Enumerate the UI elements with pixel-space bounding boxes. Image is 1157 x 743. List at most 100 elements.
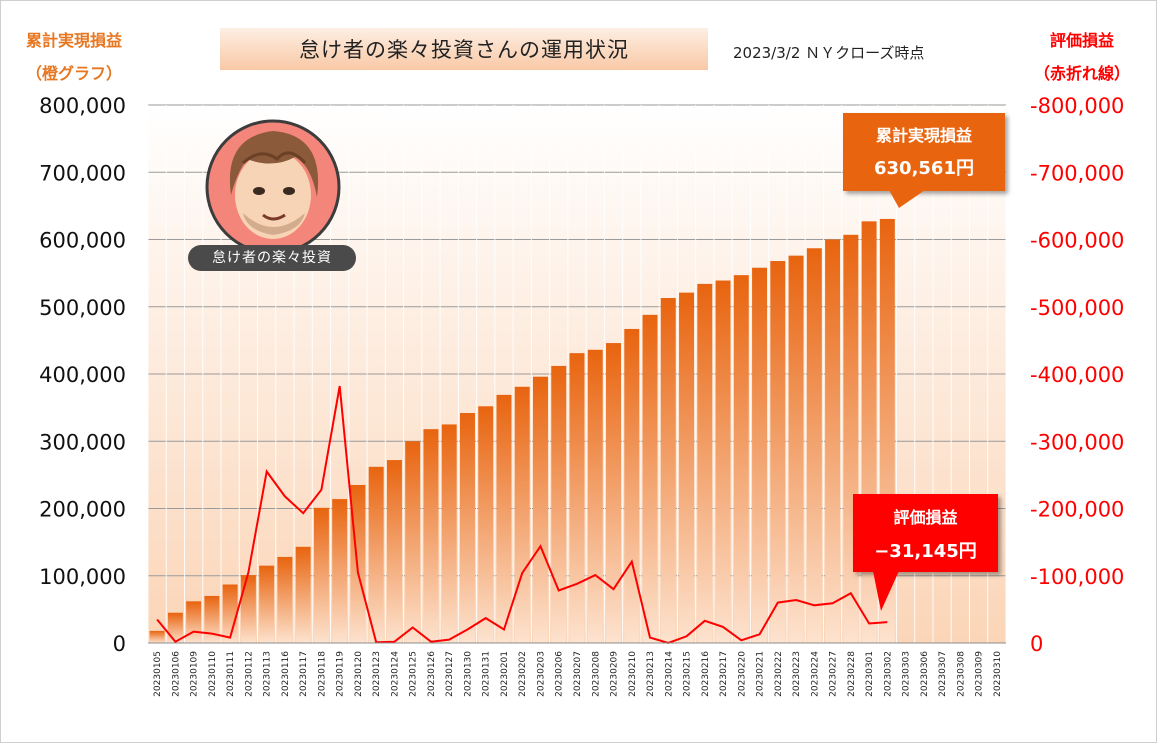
bar <box>679 292 695 643</box>
category-label: 20230106 <box>171 651 181 697</box>
unrealized-callout-value: −31,145円 <box>874 541 977 562</box>
bar <box>697 283 713 643</box>
category-label: 20230310 <box>993 651 1003 697</box>
left-tick-label: 400,000 <box>39 363 126 387</box>
bar <box>149 630 165 643</box>
category-label: 20230216 <box>701 651 711 697</box>
category-label: 20230224 <box>810 651 820 697</box>
realized-callout: 累計実現損益 630,561円 <box>843 113 1005 208</box>
bar <box>514 386 530 643</box>
right-tick-label: -700,000 <box>1030 161 1124 185</box>
left-tick-label: 800,000 <box>39 94 126 118</box>
right-tick-label: -200,000 <box>1030 498 1124 522</box>
bar <box>222 584 238 643</box>
category-label: 20230210 <box>628 651 638 697</box>
category-label: 20230303 <box>902 651 912 697</box>
category-label: 20230118 <box>317 651 327 697</box>
bar <box>825 239 841 643</box>
right-tick-label: -400,000 <box>1030 363 1124 387</box>
category-label: 20230117 <box>299 651 309 697</box>
right-tick-label: -600,000 <box>1030 229 1124 253</box>
right-axis-title-line2: （赤折れ線） <box>1033 64 1130 83</box>
left-axis-title: 累計実現損益 （橙グラフ） <box>4 24 144 90</box>
right-tick-label: -300,000 <box>1030 430 1124 454</box>
category-label: 20230213 <box>646 651 656 697</box>
category-label: 20230309 <box>975 651 985 697</box>
category-label: 20230307 <box>938 651 948 697</box>
category-label: 20230125 <box>409 651 419 697</box>
bar <box>496 394 512 643</box>
unrealized-callout-tail <box>873 571 899 611</box>
left-axis-title-line2: （橙グラフ） <box>25 64 122 83</box>
avatar-caption: 怠け者の楽々投資 <box>188 245 356 271</box>
bar <box>606 343 621 643</box>
category-label: 20230113 <box>263 651 273 697</box>
bar <box>733 275 749 643</box>
category-label: 20230112 <box>244 651 254 697</box>
right-tick-label: -800,000 <box>1030 94 1124 118</box>
realized-callout-tail <box>889 190 925 208</box>
category-label: 20230119 <box>336 651 346 697</box>
bar <box>240 575 256 643</box>
line-series <box>156 385 888 645</box>
category-label: 20230116 <box>281 651 291 697</box>
category-label: 20230227 <box>829 651 839 697</box>
category-label: 20230308 <box>956 651 966 697</box>
category-label: 20230208 <box>591 651 601 697</box>
bar <box>204 595 220 643</box>
category-label: 20230126 <box>427 651 437 697</box>
bar <box>715 280 731 643</box>
left-tick-label: 500,000 <box>39 296 126 320</box>
category-label: 20230120 <box>354 651 364 697</box>
bar <box>441 424 457 643</box>
category-label: 20230131 <box>482 651 492 697</box>
bar <box>533 376 548 643</box>
category-label: 20230209 <box>610 651 620 697</box>
bar <box>642 314 658 643</box>
left-tick-label: 0 <box>113 632 126 656</box>
bar <box>405 441 421 643</box>
bar <box>386 460 402 643</box>
left-tick-label: 100,000 <box>39 565 126 589</box>
bar <box>478 406 494 643</box>
bar <box>624 328 640 643</box>
category-label: 20230221 <box>756 651 766 697</box>
unrealized-callout: 評価損益 −31,145円 <box>853 494 998 611</box>
chart-subtitle: 2023/3/2 ＮＹクローズ時点 <box>733 44 925 62</box>
category-label: 20230124 <box>390 651 400 697</box>
category-label: 20230127 <box>445 651 455 697</box>
right-tick-label: -500,000 <box>1030 296 1124 320</box>
bar <box>459 413 475 643</box>
bar <box>277 556 293 643</box>
category-label: 20230123 <box>372 651 382 697</box>
category-label: 20230215 <box>683 651 693 697</box>
left-tick-label: 200,000 <box>39 498 126 522</box>
bar <box>332 499 348 643</box>
category-label: 20230217 <box>719 651 729 697</box>
avatar-face-icon <box>205 119 341 255</box>
category-label: 20230222 <box>774 651 784 697</box>
category-label: 20230223 <box>792 651 802 697</box>
category-label: 20230301 <box>865 651 875 697</box>
category-label: 20230220 <box>737 651 747 697</box>
left-axis-title-line1: 累計実現損益 <box>25 31 122 50</box>
realized-callout-value: 630,561円 <box>874 158 974 179</box>
bar <box>569 353 585 643</box>
left-tick-label: 300,000 <box>39 430 126 454</box>
right-tick-label: 0 <box>1030 632 1043 656</box>
axis-ticks: 0 100,000 200,000 300,000 400,000 500,000 600,… <box>39 94 1124 697</box>
bar <box>186 601 202 643</box>
bar <box>368 466 384 643</box>
category-label: 20230111 <box>226 651 236 697</box>
bar <box>423 429 439 643</box>
bar <box>259 565 275 643</box>
bar <box>660 298 676 643</box>
bar <box>551 365 567 643</box>
bar <box>788 255 804 643</box>
unrealized-callout-label: 評価損益 <box>893 508 958 527</box>
bar <box>167 612 183 643</box>
category-label: 20230203 <box>536 651 546 697</box>
category-label: 20230109 <box>190 651 200 697</box>
left-tick-label: 700,000 <box>39 161 126 185</box>
